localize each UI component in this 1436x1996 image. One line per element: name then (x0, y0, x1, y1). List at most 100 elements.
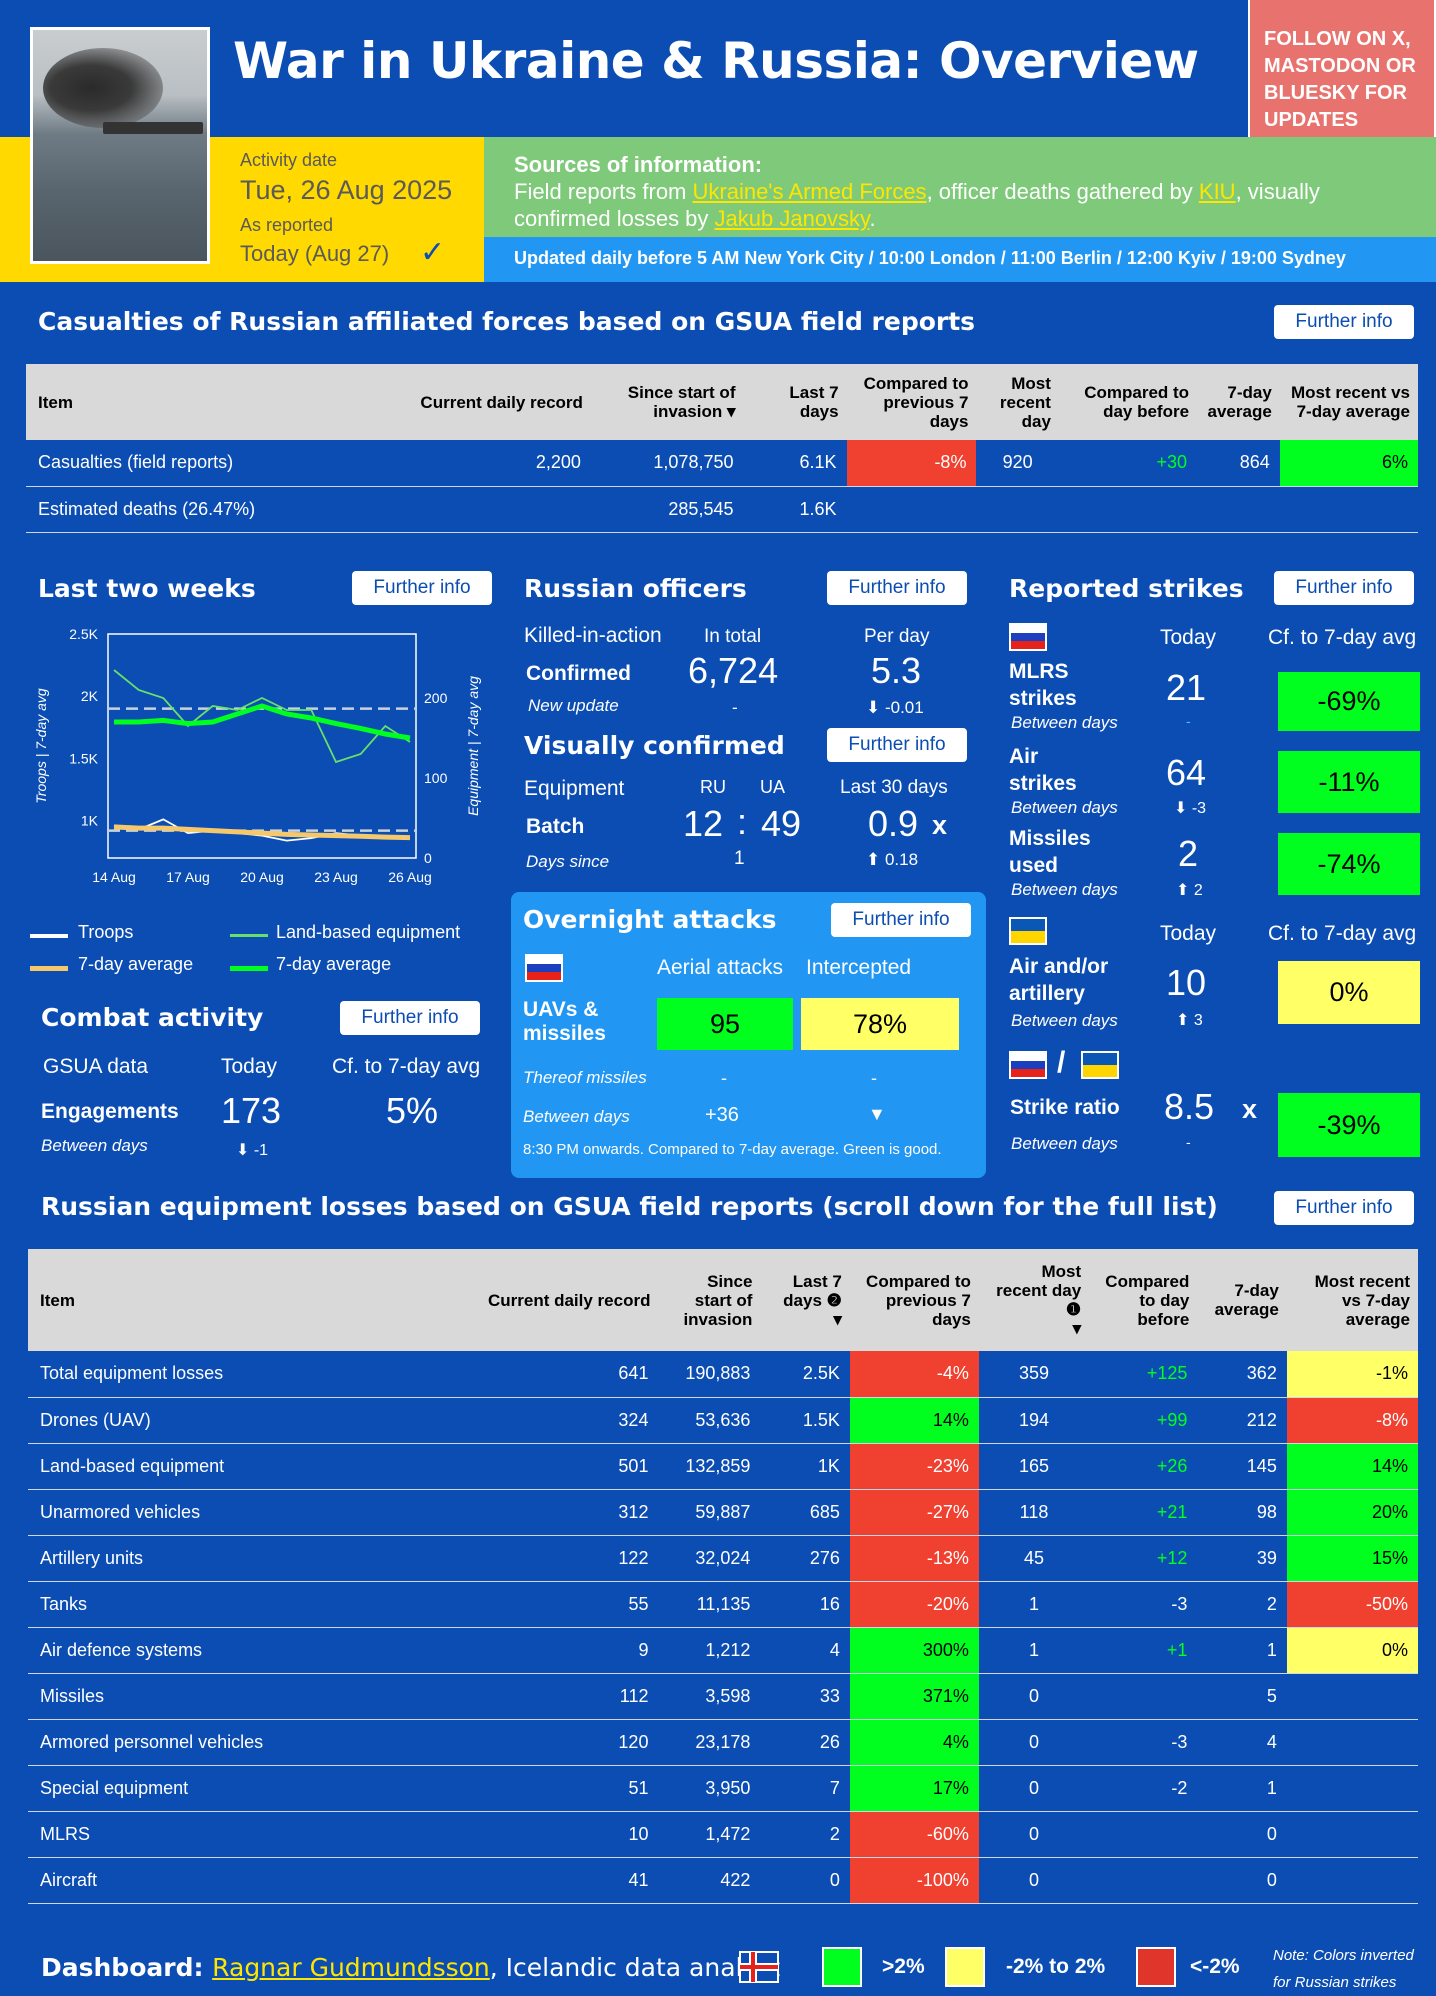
casualties-table: Item Current daily record Since start of… (26, 364, 1418, 533)
y-tick-left: 1.5K (69, 750, 98, 766)
cell-avg7: 864 (1197, 440, 1280, 487)
strikes-today-label: Today (1160, 626, 1217, 649)
cell-item: Unarmored vehicles (28, 1489, 424, 1536)
missiles-used-label: Missiles used (1009, 827, 1091, 877)
col-recent: Most recent day (976, 364, 1059, 440)
source-link-ukraine[interactable]: Ukraine's Armed Forces (692, 179, 927, 204)
cell-vsavg (1286, 1719, 1418, 1766)
cell-since: 53,636 (658, 1397, 761, 1444)
combat-further-info-button[interactable]: Further info (340, 1001, 480, 1035)
sources-title: Sources of information: (514, 152, 763, 177)
cell-vsavg: -1% (1286, 1351, 1418, 1398)
cell-avg7: 212 (1197, 1397, 1287, 1444)
reported-label: As reported (240, 215, 334, 235)
cell-cmp7: 371% (849, 1673, 979, 1720)
table-row: Artillery units 122 32,024 276 -13% 45 +12 39 15… (28, 1535, 1418, 1582)
source-link-janovsky[interactable]: Jakub Janovsky (714, 206, 870, 231)
mlrs-strikes-label: MLRS strikes (1009, 660, 1077, 710)
russia-flag-icon (1009, 1051, 1047, 1079)
col-record: Current daily record (366, 364, 591, 440)
casualties-further-info-button[interactable]: Further info (1274, 305, 1414, 339)
combat-col-today: Today (221, 1055, 278, 1078)
cell-cmp7: -13% (849, 1535, 979, 1582)
visual-ratio-change: ⬆ 0.18 (866, 850, 919, 869)
aerial-val: 95 (657, 998, 793, 1050)
cell-record: 312 (423, 1489, 659, 1536)
source-link-kiu[interactable]: KIU (1198, 179, 1236, 204)
cell-since: 1,472 (658, 1811, 761, 1858)
cell-last7: 33 (760, 1673, 850, 1720)
table-row: Estimated deaths (26.47%) 285,545 1.6K (26, 486, 1418, 533)
legend-troops-avg: 7-day average (78, 954, 194, 974)
equipment-label: Equipment (524, 777, 625, 800)
cell-cmp7: 14% (849, 1397, 979, 1444)
officers-further-info-button[interactable]: Further info (827, 571, 967, 605)
cell-cmp7: 17% (849, 1765, 979, 1812)
strikes-further-info-button[interactable]: Further info (1274, 571, 1414, 605)
cell-last7: 1.6K (743, 486, 847, 533)
follow-banner[interactable]: FOLLOW ON X, MASTODON OR BLUESKY FOR UPD… (1248, 0, 1436, 150)
activity-date-label: Activity date (240, 150, 338, 170)
visual-further-info-button[interactable]: Further info (827, 728, 967, 762)
col-last7[interactable]: Last 7 days ❷ ▾ (760, 1249, 850, 1351)
ua-cf-label: Cf. to 7-day avg (1268, 922, 1417, 945)
x-tick: 14 Aug (92, 869, 136, 885)
table-row: MLRS 10 1,472 2 -60% 0 0 (28, 1811, 1418, 1858)
intercepted-val: 78% (801, 998, 959, 1050)
cell-avg7: 2 (1197, 1581, 1287, 1628)
cell-avg7: 5 (1197, 1673, 1287, 1720)
table-row: Drones (UAV) 324 53,636 1.5K 14% 194 +99 212 -8% (28, 1397, 1418, 1444)
cell-recent: 165 (978, 1443, 1090, 1490)
table-row: Aircraft 41 422 0 -100% 0 0 (28, 1857, 1418, 1904)
col-item: Item (28, 1249, 424, 1351)
col-recent[interactable]: Most recent day ❶ ▾ (978, 1249, 1090, 1351)
col-vsavg: Most recent vs 7-day average (1286, 1249, 1418, 1351)
cell-last7: 26 (760, 1719, 850, 1766)
cell-cmpday: +99 (1089, 1397, 1198, 1444)
table-row: Tanks 55 11,135 16 -20% 1 -3 2 -50% (28, 1581, 1418, 1628)
cell-record (366, 486, 591, 533)
cell-recent: 194 (978, 1397, 1090, 1444)
activity-date: Tue, 26 Aug 2025 (240, 175, 453, 205)
cell-recent: 0 (978, 1765, 1090, 1812)
cell-cmp7: -23% (849, 1443, 979, 1490)
two-weeks-further-info-button[interactable]: Further info (352, 571, 492, 605)
cell-recent (976, 486, 1059, 533)
cell-vsavg: -8% (1286, 1397, 1418, 1444)
ratio-cf: -39% (1278, 1093, 1420, 1157)
mlrs-cf: -69% (1278, 672, 1420, 731)
y-tick-left: 2K (81, 688, 99, 704)
cell-cmpday: +30 (1058, 440, 1198, 487)
cell-last7: 2.5K (760, 1351, 850, 1398)
col-avg7: 7-day average (1197, 364, 1280, 440)
cell-cmp7: -27% (849, 1489, 979, 1536)
col-last7: Last 7 days (743, 364, 847, 440)
visual-ratio: 0.9 (868, 803, 919, 844)
cell-last7: 685 (760, 1489, 850, 1536)
cell-last7: 1K (760, 1443, 850, 1490)
overnight-further-info-button[interactable]: Further info (831, 903, 971, 937)
mlrs-between-val: - (1186, 713, 1191, 729)
cell-cmp7 (846, 486, 977, 533)
col-cmpday: Compared to day before (1089, 1249, 1198, 1351)
cell-cmpday: +12 (1089, 1535, 1198, 1582)
cell-cmp7: -20% (849, 1581, 979, 1628)
cell-item: MLRS (28, 1811, 424, 1858)
kia-label: Killed-in-action (524, 624, 662, 647)
two-weeks-title: Last two weeks (38, 574, 256, 603)
last30-label: Last 30 days (840, 777, 948, 798)
col-since[interactable]: Since start of invasion ▾ (590, 364, 744, 440)
mlrs-between-label: Between days (1011, 713, 1118, 732)
ua-between-val: ⬆ 3 (1176, 1012, 1203, 1029)
air-between-label: Between days (1011, 798, 1118, 817)
cell-cmp7: -100% (849, 1857, 979, 1904)
overnight-note: 8:30 PM onwards. Compared to 7-day avera… (523, 1141, 942, 1158)
cell-item: Special equipment (28, 1765, 424, 1812)
equipment-further-info-button[interactable]: Further info (1274, 1191, 1414, 1225)
author-link[interactable]: Ragnar Gudmundsson (212, 1953, 490, 1982)
cell-last7: 0 (760, 1857, 850, 1904)
col-cmpday: Compared to day before (1058, 364, 1198, 440)
cell-vsavg: 6% (1279, 440, 1418, 487)
ratio-between-val: - (1186, 1134, 1191, 1150)
cell-avg7: 0 (1197, 1857, 1287, 1904)
